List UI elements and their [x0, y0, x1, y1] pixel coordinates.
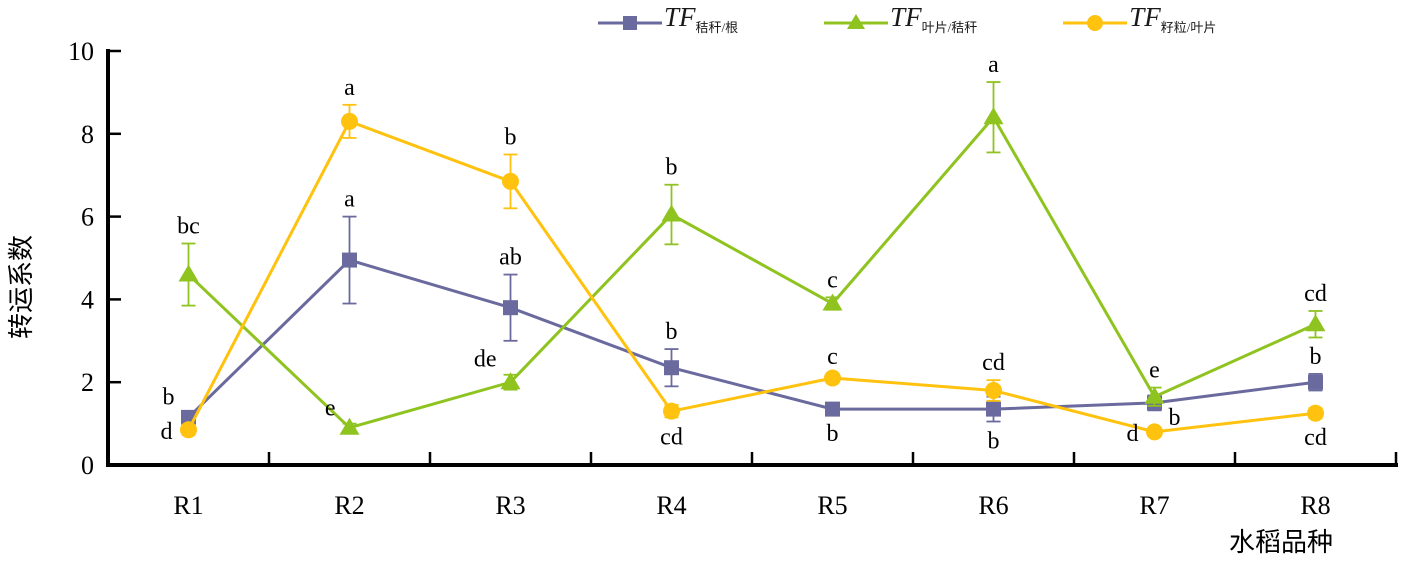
legend-marker-line: [824, 13, 889, 29]
legend-label: TF秸秆/根: [664, 2, 739, 35]
sig-label: b: [666, 155, 678, 181]
data-point-square: [664, 360, 679, 376]
sig-label: a: [988, 52, 999, 78]
sig-label: d: [1127, 421, 1139, 447]
sig-label: ab: [499, 245, 522, 271]
data-point-circle: [1146, 423, 1163, 441]
sig-label: cd: [1304, 281, 1327, 307]
sig-label: a: [344, 187, 355, 213]
series-line-circle: [187, 119, 1316, 434]
x-category-label: R7: [1139, 491, 1169, 520]
data-point-triangle: [661, 204, 682, 222]
data-point-square: [1308, 374, 1323, 390]
legend-item-leaf-straw: TF叶片/秸秆: [824, 2, 977, 43]
x-category-label: R1: [173, 491, 203, 520]
data-point-triangle: [1305, 314, 1326, 332]
legend-label: TF籽粒/叶片: [1129, 2, 1217, 35]
legend-marker-line: [1063, 14, 1128, 31]
sig-label: cd: [982, 350, 1005, 376]
sig-label: a: [344, 75, 355, 101]
x-category-label: R6: [978, 491, 1008, 520]
x-category-label: R3: [495, 491, 525, 520]
circle-marker-icon: [1063, 12, 1128, 34]
sig-label: c: [827, 344, 838, 370]
sig-label: b: [988, 429, 1000, 455]
data-point-triangle: [1144, 386, 1165, 404]
sig-label: b: [163, 384, 175, 410]
data-point-square: [986, 401, 1001, 417]
y-tick-label: 10: [68, 37, 94, 66]
y-tick-label: 8: [81, 120, 94, 149]
data-point-triangle: [822, 293, 843, 311]
data-point-triangle: [983, 107, 1004, 125]
legend-marker-line: [598, 15, 662, 30]
data-point-triangle: [500, 372, 521, 390]
legend-item-grain-leaf: TF籽粒/叶片: [1063, 2, 1216, 43]
sig-label: cd: [1304, 425, 1327, 451]
data-point-triangle: [178, 264, 199, 282]
y-tick-label: 2: [81, 368, 94, 397]
square-marker-icon: [598, 12, 662, 34]
sig-label: b: [505, 125, 517, 151]
data-point-circle: [824, 369, 841, 387]
legend-item-straw-root: TF秸秆/根: [598, 2, 738, 43]
data-point-square: [342, 252, 357, 268]
data-point-circle: [180, 421, 197, 439]
data-point-circle: [663, 402, 680, 420]
x-category-label: R4: [656, 491, 686, 520]
sig-label: d: [161, 419, 173, 445]
sig-label: bc: [177, 214, 200, 240]
x-axis-title: 水稻品种: [1229, 528, 1333, 557]
sig-label: b: [666, 319, 678, 345]
sig-label: b: [1169, 405, 1181, 431]
sig-label: b: [827, 421, 839, 447]
x-category-label: R8: [1300, 491, 1330, 520]
series-line-square: [187, 258, 1316, 419]
data-point-circle: [502, 172, 519, 190]
chart-legend: TF秸秆/根 TF叶片/秸秆 TF籽粒/叶片: [598, 2, 1216, 43]
sig-label: de: [474, 347, 497, 373]
y-tick-label: 4: [81, 285, 94, 314]
data-point-circle: [1307, 404, 1324, 422]
sig-label: cd: [660, 424, 683, 450]
legend-label: TF叶片/秸秆: [890, 2, 978, 35]
y-tick-label: 6: [81, 203, 94, 232]
data-point-square: [503, 300, 518, 316]
data-point-circle: [341, 112, 358, 130]
sig-label: b: [1310, 344, 1322, 370]
y-axis-title: 转运系数: [7, 235, 36, 339]
series-line-triangle: [187, 114, 1317, 430]
sig-label: c: [827, 267, 838, 293]
sig-label: e: [1149, 358, 1160, 384]
x-category-label: R5: [817, 491, 847, 520]
triangle-marker-icon: [824, 12, 889, 34]
data-point-triangle: [339, 417, 360, 435]
data-point-square: [825, 401, 840, 417]
y-tick-label: 0: [81, 451, 94, 480]
sig-label: e: [325, 396, 336, 422]
data-point-circle: [985, 381, 1002, 399]
x-category-label: R2: [334, 491, 364, 520]
